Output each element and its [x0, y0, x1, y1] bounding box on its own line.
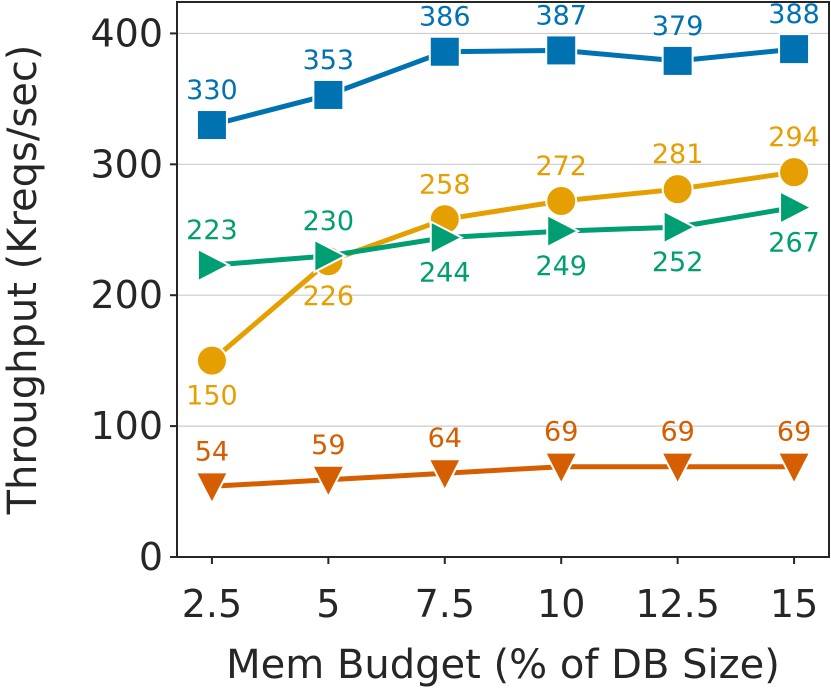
data-label-orange-circles-10: 272 — [535, 151, 587, 182]
data-label-blue-squares-7.5: 386 — [419, 2, 471, 33]
marker-red-orange-triangles-5 — [310, 464, 346, 499]
marker-orange-circles-15 — [778, 156, 811, 189]
marker-orange-circles-2.5 — [195, 344, 228, 377]
data-label-green-triangles-5: 230 — [303, 206, 355, 237]
x-axis-ticks: 2.5 5 7.5 10 12.5 15 — [182, 557, 818, 626]
x-tick-label-10: 10 — [537, 582, 585, 626]
data-label-red-orange-triangles-2.5: 54 — [195, 436, 229, 467]
x-tick-label-12.5: 12.5 — [635, 582, 720, 626]
x-tick-label-2.5: 2.5 — [182, 582, 242, 626]
marker-blue-squares-15 — [778, 33, 811, 66]
marker-green-triangles-7.5 — [429, 219, 464, 256]
data-label-blue-squares-15: 388 — [768, 0, 820, 30]
data-label-orange-circles-15: 294 — [768, 122, 820, 153]
data-label-green-triangles-12.5: 252 — [652, 247, 704, 278]
y-axis-ticks: 0 100 200 300 400 — [90, 11, 177, 579]
marker-blue-squares-10 — [545, 34, 578, 67]
data-label-green-triangles-10: 249 — [535, 251, 587, 282]
data-label-green-triangles-15: 267 — [768, 228, 820, 259]
series-line-orange-circles — [210, 169, 795, 363]
data-label-orange-circles-5: 226 — [303, 281, 355, 312]
plot-area-frame — [176, 1, 830, 558]
data-label-red-orange-triangles-10: 69 — [544, 417, 578, 448]
marker-green-triangles-12.5 — [662, 209, 697, 245]
x-axis-label: Mem Budget (% of DB Size) — [226, 642, 780, 688]
data-label-red-orange-triangles-7.5: 64 — [428, 423, 462, 454]
data-label-orange-circles-12.5: 281 — [652, 139, 704, 170]
series-red-orange-triangles: 54 59 64 69 69 69 — [194, 417, 812, 506]
data-label-green-triangles-7.5: 244 — [419, 258, 471, 289]
marker-red-orange-triangles-7.5 — [427, 458, 463, 493]
x-tick-label-5: 5 — [316, 582, 340, 626]
marker-blue-squares-2.5 — [195, 109, 228, 142]
series-line-red-orange-triangles — [211, 464, 795, 489]
marker-red-orange-triangles-2.5 — [194, 471, 230, 506]
data-label-orange-circles-7.5: 258 — [419, 169, 471, 200]
y-tick-label-200: 200 — [90, 273, 163, 317]
data-label-red-orange-triangles-15: 69 — [777, 417, 811, 448]
marker-green-triangles-15 — [779, 189, 814, 226]
marker-orange-circles-10 — [545, 184, 578, 217]
y-tick-label-100: 100 — [90, 404, 163, 448]
data-label-blue-squares-2.5: 330 — [186, 75, 238, 106]
y-axis-label: Throughput (Kreqs/sec) — [0, 45, 46, 516]
marker-green-triangles-10 — [546, 213, 581, 249]
y-tick-label-300: 300 — [90, 142, 163, 186]
x-tick-label-7.5: 7.5 — [415, 582, 475, 626]
series-line-blue-squares — [211, 46, 795, 128]
marker-red-orange-triangles-12.5 — [660, 451, 696, 486]
y-tick-label-0: 0 — [139, 535, 163, 579]
series-blue-squares: 330 353 386 387 379 388 — [186, 0, 820, 142]
marker-red-orange-triangles-10 — [543, 451, 579, 486]
data-label-blue-squares-10: 387 — [535, 0, 587, 31]
marker-blue-squares-12.5 — [661, 44, 694, 77]
data-label-red-orange-triangles-5: 59 — [311, 430, 345, 461]
marker-blue-squares-7.5 — [428, 35, 461, 68]
marker-red-orange-triangles-15 — [776, 451, 812, 486]
gridlines — [177, 32, 829, 427]
data-label-green-triangles-2.5: 223 — [186, 215, 238, 246]
x-tick-label-15: 15 — [770, 582, 818, 626]
data-label-blue-squares-12.5: 379 — [652, 11, 704, 42]
marker-blue-squares-5 — [312, 78, 345, 111]
marker-green-triangles-2.5 — [196, 247, 232, 283]
series-orange-circles: 150 226 258 272 281 294 — [186, 122, 820, 411]
data-label-blue-squares-5: 353 — [303, 45, 355, 76]
series-green-triangles: 223 230 244 249 252 267 — [186, 189, 820, 289]
data-label-orange-circles-2.5: 150 — [186, 381, 238, 412]
marker-orange-circles-12.5 — [661, 173, 694, 206]
y-tick-label-400: 400 — [90, 11, 163, 55]
data-label-red-orange-triangles-12.5: 69 — [660, 417, 694, 448]
series-line-green-triangles — [211, 205, 795, 268]
marker-green-triangles-5 — [313, 238, 348, 274]
